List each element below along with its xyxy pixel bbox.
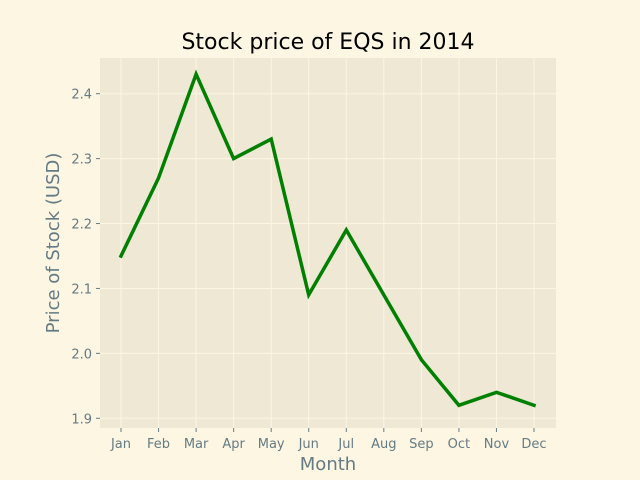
axis-ticks: [96, 93, 535, 432]
grid-lines: [100, 58, 556, 428]
y-tick-label: 2.1: [71, 282, 92, 297]
x-tick-label: Aug: [371, 437, 396, 452]
series-group: [118, 69, 537, 408]
x-tick-label: May: [258, 437, 285, 452]
y-tick-label: 2.3: [71, 153, 92, 168]
x-tick-label: Oct: [448, 437, 470, 452]
x-tick-label: Nov: [484, 437, 510, 452]
x-tick-labels: Jan Feb Mar Apr May Jun Jul Aug Sep Oct Nov Dec: [110, 437, 547, 452]
y-tick-labels: 1.9 2.0 2.1 2.2 2.3 2.4: [71, 88, 92, 428]
chart-title: Stock price of EQS in 2014: [181, 30, 474, 55]
y-tick-label: 2.0: [71, 347, 92, 362]
x-tick-label: Jul: [337, 437, 354, 452]
y-tick-label: 2.2: [71, 218, 92, 233]
x-tick-label: Feb: [147, 437, 170, 452]
plot-area: [100, 58, 556, 428]
x-tick-label: Jan: [110, 437, 131, 452]
x-tick-label: Apr: [222, 437, 245, 452]
x-tick-label: Jun: [298, 437, 319, 452]
x-tick-label: Sep: [409, 437, 434, 452]
series-line: [118, 69, 537, 408]
y-axis-label: Price of Stock (USD): [43, 153, 64, 334]
x-tick-label: Mar: [184, 437, 209, 452]
x-tick-label: Dec: [521, 437, 546, 452]
y-tick-label: 1.9: [71, 412, 92, 427]
y-tick-label: 2.4: [71, 88, 92, 103]
x-axis-label: Month: [300, 454, 356, 475]
